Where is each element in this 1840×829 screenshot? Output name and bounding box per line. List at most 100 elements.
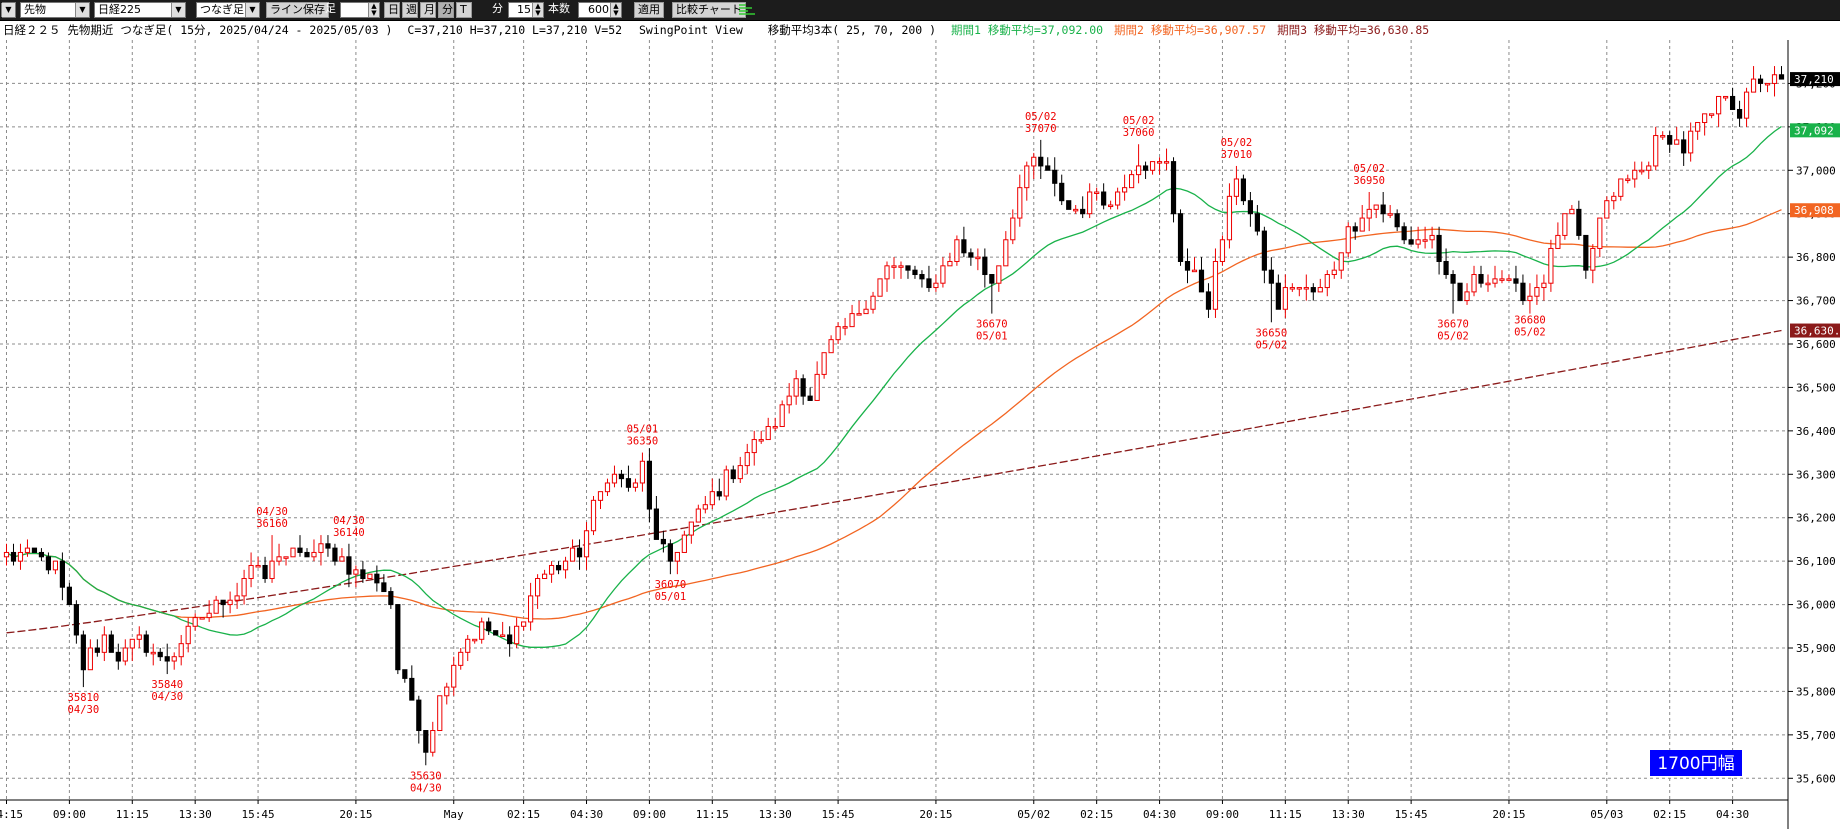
candle-up bbox=[632, 482, 639, 488]
swing-point-label: 05/02 bbox=[1256, 339, 1288, 351]
x-tick-label: May bbox=[444, 808, 464, 821]
candle-up bbox=[269, 560, 275, 580]
period-tick-button[interactable]: T bbox=[456, 2, 472, 18]
symbol-select[interactable]: 日経225 ▼ bbox=[94, 2, 186, 18]
candle-down bbox=[807, 395, 813, 401]
candle-down bbox=[926, 278, 932, 289]
y-tick-label: 36,100 bbox=[1796, 555, 1836, 568]
spinner-icon[interactable]: ▲ ▼ bbox=[532, 3, 543, 17]
bars-input[interactable]: 600 ▲ ▼ bbox=[578, 2, 622, 18]
candle-down bbox=[1443, 260, 1449, 276]
bars-label: 本数 bbox=[548, 2, 570, 15]
y-tick-label: 37,000 bbox=[1796, 164, 1836, 177]
y-tick-label: 36,400 bbox=[1796, 425, 1836, 438]
candle-down bbox=[1247, 200, 1253, 215]
candle-up bbox=[528, 595, 534, 623]
spinner-icon[interactable]: ▲ ▼ bbox=[368, 3, 379, 17]
menu-dropdown[interactable]: ▼ bbox=[1, 2, 16, 18]
candle-up bbox=[3, 551, 10, 558]
candle-up bbox=[1324, 274, 1330, 289]
candle-up bbox=[751, 439, 757, 454]
market-select[interactable]: 先物 ▼ bbox=[20, 2, 90, 18]
candle-down bbox=[730, 469, 736, 480]
swing-point-label: 37070 bbox=[1025, 123, 1057, 135]
y-tick-label: 35,900 bbox=[1796, 642, 1836, 655]
candle-up bbox=[786, 395, 792, 406]
candle-up bbox=[541, 573, 548, 580]
swing-point-label: 05/02 bbox=[1514, 326, 1546, 338]
period-minute-button[interactable]: 分 bbox=[438, 2, 454, 18]
candle-up bbox=[1723, 95, 1729, 99]
candle-down bbox=[660, 538, 666, 545]
swing-point-label: 04/30 bbox=[68, 704, 100, 716]
candle-up bbox=[1743, 91, 1750, 119]
candle-up bbox=[248, 564, 254, 580]
swing-point-label: 05/02 bbox=[1353, 163, 1385, 175]
candle-down bbox=[716, 491, 722, 497]
candle-up bbox=[444, 686, 450, 697]
candle-up bbox=[430, 730, 436, 753]
candle-up bbox=[737, 465, 743, 480]
period-month-button[interactable]: 月 bbox=[420, 2, 436, 18]
candle-up bbox=[1387, 213, 1393, 216]
candle-down bbox=[115, 651, 121, 662]
ashi-value-input[interactable]: ▲ ▼ bbox=[340, 2, 380, 18]
swing-point-label: 05/02 bbox=[1025, 111, 1057, 123]
candle-up bbox=[1003, 239, 1009, 267]
candle-up bbox=[87, 647, 93, 671]
spinner-icon[interactable]: ▲ ▼ bbox=[610, 3, 621, 17]
candle-up bbox=[1191, 269, 1198, 273]
candle-up bbox=[597, 491, 604, 501]
compare-chart-button[interactable]: 比較チャート bbox=[672, 2, 746, 18]
candle-down bbox=[912, 269, 918, 276]
symbol-select-value: 日経225 bbox=[98, 3, 141, 16]
candle-up bbox=[1024, 165, 1030, 189]
candle-down bbox=[31, 547, 38, 553]
minute-label: 分 bbox=[492, 2, 503, 15]
swing-point-label: 04/30 bbox=[151, 691, 183, 703]
current-price-label: 37,210 bbox=[1794, 73, 1834, 86]
swing-point-label: 05/02 bbox=[1221, 137, 1253, 149]
x-tick-label: 11:15 bbox=[1269, 808, 1302, 821]
period-week-button[interactable]: 週 bbox=[402, 2, 418, 18]
y-tick-label: 36,300 bbox=[1796, 468, 1836, 481]
candle-up bbox=[996, 265, 1002, 284]
candle-up bbox=[723, 469, 729, 497]
x-tick-label: 13:30 bbox=[179, 808, 212, 821]
candle-down bbox=[402, 669, 408, 679]
contract-select[interactable]: つなぎ足 ▼ bbox=[196, 2, 260, 18]
candle-down bbox=[262, 564, 268, 580]
market-select-value: 先物 bbox=[24, 3, 46, 16]
indicator-icon[interactable] bbox=[738, 3, 756, 19]
candle-down bbox=[1401, 226, 1407, 241]
candle-up bbox=[947, 260, 953, 267]
candle-down bbox=[653, 508, 659, 540]
y-tick-label: 35,600 bbox=[1796, 772, 1836, 785]
minute-input[interactable]: 15 ▲ ▼ bbox=[508, 2, 544, 18]
candle-up bbox=[1702, 113, 1708, 124]
apply-button[interactable]: 適用 bbox=[634, 2, 664, 18]
candle-up bbox=[779, 404, 785, 428]
candle-up bbox=[1541, 282, 1547, 289]
candle-up bbox=[814, 373, 820, 401]
save-line-button[interactable]: ライン保存 bbox=[266, 2, 329, 18]
candle-down bbox=[381, 582, 387, 593]
candle-up bbox=[339, 556, 345, 562]
candle-up bbox=[1548, 247, 1554, 284]
candle-up bbox=[521, 621, 527, 627]
current-price-box bbox=[1790, 323, 1840, 338]
candle-down bbox=[493, 630, 499, 636]
candle-up bbox=[234, 595, 240, 601]
candle-up bbox=[933, 282, 939, 289]
candle-down bbox=[143, 634, 149, 653]
range-badge: 1700円幅 bbox=[1650, 750, 1742, 776]
candle-up bbox=[1073, 208, 1079, 212]
candle-up bbox=[562, 560, 569, 571]
candle-up bbox=[1149, 161, 1156, 171]
candle-down bbox=[325, 543, 331, 549]
candle-up bbox=[1108, 204, 1114, 208]
candle-up bbox=[1674, 139, 1680, 145]
candle-down bbox=[1450, 274, 1456, 284]
period-day-button[interactable]: 日 bbox=[384, 2, 400, 18]
